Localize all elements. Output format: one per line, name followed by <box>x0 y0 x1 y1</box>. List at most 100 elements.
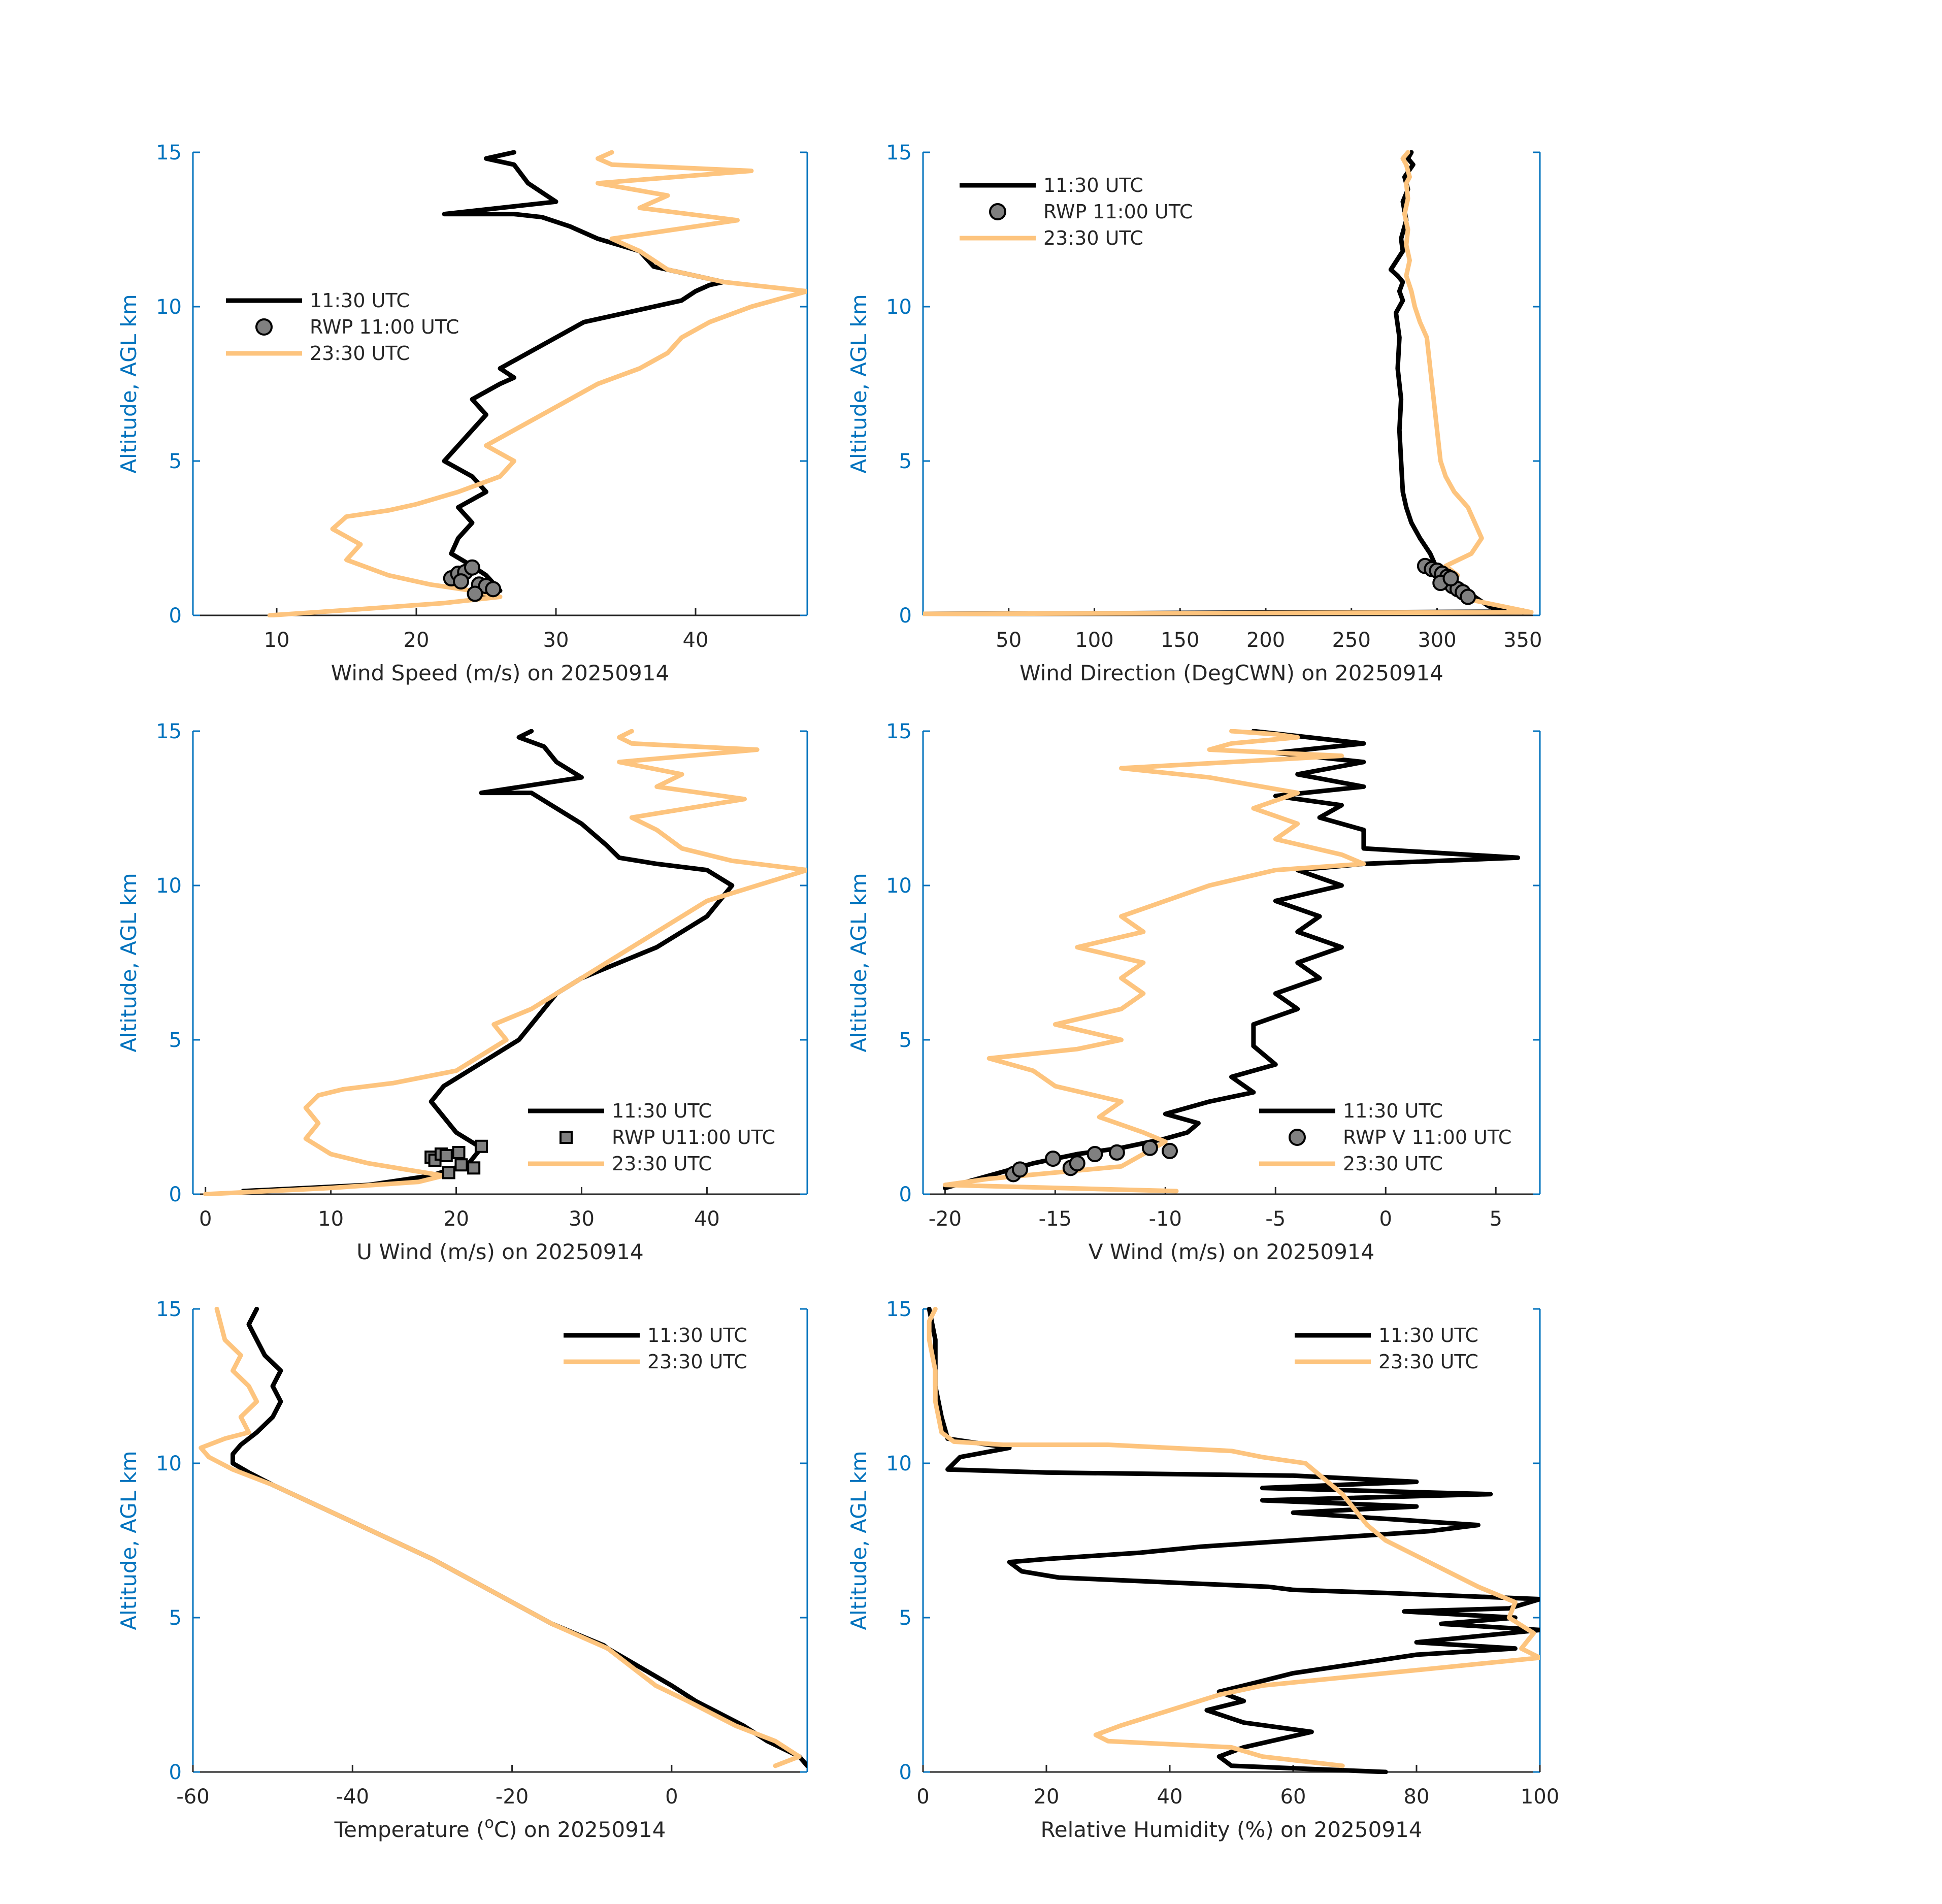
x-tick-label: 30 <box>543 629 569 652</box>
y-axis-label: Altitude, AGL km <box>846 873 871 1052</box>
x-axis-label: Wind Speed (m/s) on 20250914 <box>331 661 669 685</box>
series-line-11-30-utc <box>927 1307 1540 1774</box>
legend-label: 23:30 UTC <box>1343 1153 1443 1175</box>
x-tick-label: 5 <box>1489 1207 1502 1231</box>
rwp-marker <box>1011 1161 1028 1178</box>
y-tick-label: 10 <box>156 874 182 898</box>
x-tick-label: 200 <box>1246 629 1285 652</box>
rwp-marker <box>1087 1145 1103 1162</box>
x-tick-label: 350 <box>1503 629 1542 652</box>
x-axis-label: Wind Direction (DegCWN) on 20250914 <box>1019 661 1443 685</box>
rwp-marker <box>467 585 483 602</box>
x-tick-label: 100 <box>1075 629 1113 652</box>
x-tick-label: 300 <box>1418 629 1456 652</box>
legend-label: RWP 11:00 UTC <box>310 316 459 338</box>
y-tick-label: 15 <box>886 720 912 743</box>
x-tick-label: 0 <box>199 1207 212 1231</box>
x-tick-label: 60 <box>1280 1785 1306 1809</box>
x-tick-label: -60 <box>176 1785 209 1809</box>
series-line-11-30-utc <box>231 1307 807 1768</box>
y-tick-label: 10 <box>156 1452 182 1475</box>
rwp-marker <box>1045 1151 1062 1167</box>
panel-u-wind: 0 5 10 15 0 10 20 30 40 Altitude, AGL km U Wind (m… <box>116 720 808 1264</box>
legend-label: 11:30 UTC <box>1343 1100 1443 1122</box>
x-tick-label: 0 <box>916 1785 929 1809</box>
y-axis-label: Altitude, AGL km <box>846 1451 871 1630</box>
y-tick-label: 0 <box>169 604 182 628</box>
legend-label: 11:30 UTC <box>612 1100 712 1122</box>
legend-label: RWP V 11:00 UTC <box>1343 1126 1511 1148</box>
data-area <box>267 150 807 617</box>
x-tick-label: 100 <box>1521 1785 1559 1809</box>
x-tick-label: 30 <box>569 1207 595 1231</box>
legend-label: RWP 11:00 UTC <box>1043 201 1193 223</box>
x-tick-label: -5 <box>1265 1207 1286 1231</box>
legend-label: 11:30 UTC <box>647 1324 747 1347</box>
y-axis-label: Altitude, AGL km <box>116 294 141 473</box>
y-tick-label: 10 <box>886 1452 912 1475</box>
x-tick-label: 40 <box>683 629 709 652</box>
x-tick-label: 150 <box>1161 629 1199 652</box>
x-tick-label: -20 <box>496 1785 529 1809</box>
y-tick-label: 15 <box>156 141 182 165</box>
x-tick-label: -40 <box>336 1785 369 1809</box>
x-axis-label: V Wind (m/s) on 20250914 <box>1089 1239 1375 1264</box>
panel-relative-humidity: 0 5 10 15 0 20 40 60 80 100 Altitude, AGL km Relati… <box>846 1298 1559 1842</box>
x-tick-label: -15 <box>1039 1207 1072 1231</box>
x-tick-label: 10 <box>264 629 290 652</box>
x-axis-label: U Wind (m/s) on 20250914 <box>356 1239 644 1264</box>
x-axis-label: Relative Humidity (%) on 20250914 <box>1041 1817 1423 1842</box>
x-tick-label: 0 <box>665 1785 678 1809</box>
x-axis-label: Temperature (oC) on 20250914 <box>334 1814 666 1842</box>
series-line-23-30-utc <box>199 1307 802 1768</box>
rwp-marker <box>464 559 480 576</box>
y-tick-label: 15 <box>156 1298 182 1321</box>
legend: 11:30 UTC 23:30 UTC <box>564 1324 747 1373</box>
legend-label: 23:30 UTC <box>310 342 410 365</box>
legend: 11:30 UTC RWP U11:00 UTC 23:30 UTC <box>528 1100 775 1175</box>
y-tick-label: 10 <box>156 296 182 319</box>
series-line-23-30-utc <box>927 1307 1540 1768</box>
series-line-11-30-utc <box>442 150 726 603</box>
data-area <box>927 1307 1540 1774</box>
x-tick-label: 40 <box>1157 1785 1183 1809</box>
y-tick-label: 15 <box>886 141 912 165</box>
data-area <box>942 729 1521 1194</box>
legend: 11:30 UTC RWP 11:00 UTC 23:30 UTC <box>226 289 459 365</box>
x-tick-label: 20 <box>404 629 430 652</box>
x-tick-label: 40 <box>694 1207 720 1231</box>
rwp-marker <box>1162 1142 1178 1159</box>
rwp-marker <box>467 1161 481 1175</box>
x-tick-label: 50 <box>996 629 1022 652</box>
legend: 11:30 UTC 23:30 UTC <box>1295 1324 1478 1373</box>
legend-marker <box>1289 1129 1306 1146</box>
y-tick-label: 5 <box>899 1029 912 1052</box>
rwp-marker <box>1460 588 1476 605</box>
y-axis-label: Altitude, AGL km <box>116 873 141 1052</box>
series-line-23-30-utc <box>267 150 807 617</box>
legend-label: 23:30 UTC <box>1043 227 1143 249</box>
x-axis-label-superscript: o <box>484 1814 493 1832</box>
rwp-marker <box>454 1158 468 1172</box>
series-line-11-30-utc <box>241 729 735 1194</box>
y-tick-label: 5 <box>899 450 912 473</box>
legend-marker <box>989 203 1006 220</box>
y-tick-label: 5 <box>169 450 182 473</box>
rwp-marker <box>452 1145 466 1159</box>
data-area <box>199 1307 807 1768</box>
y-tick-label: 0 <box>169 1761 182 1784</box>
x-axis-label-part: C) on 20250914 <box>494 1817 666 1842</box>
y-tick-label: 10 <box>886 296 912 319</box>
y-tick-label: 0 <box>899 1761 912 1784</box>
y-tick-label: 5 <box>169 1606 182 1630</box>
x-tick-label: 20 <box>1034 1785 1060 1809</box>
rwp-marker <box>1108 1144 1125 1161</box>
legend: 11:30 UTC RWP 11:00 UTC 23:30 UTC <box>960 174 1193 249</box>
panel-temperature: 0 5 10 15 -60 -40 -20 0 Altitude, AGL km Temperat… <box>116 1298 808 1842</box>
y-axis-label: Altitude, AGL km <box>116 1451 141 1630</box>
x-tick-label: 0 <box>1379 1207 1392 1231</box>
y-axis-label: Altitude, AGL km <box>846 294 871 473</box>
legend-label: RWP U11:00 UTC <box>612 1126 775 1148</box>
rwp-marker <box>439 1149 453 1162</box>
